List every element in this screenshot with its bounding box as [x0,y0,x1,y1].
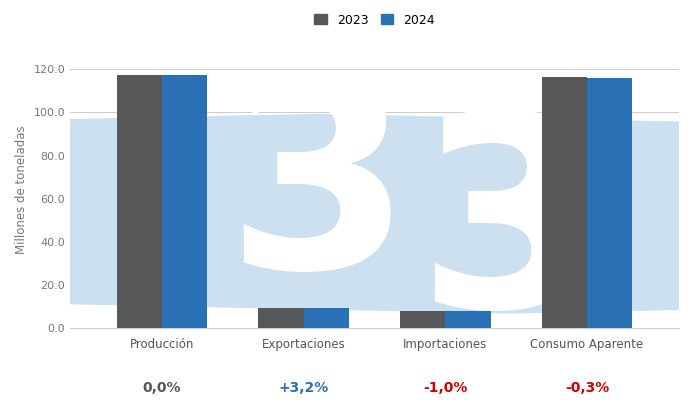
Polygon shape [0,153,700,313]
Text: -1,0%: -1,0% [423,381,468,395]
Y-axis label: Millones de toneladas: Millones de toneladas [15,126,28,254]
Bar [445,311,491,328]
Bar [400,311,445,328]
Bar [117,75,162,328]
Text: -0,3%: -0,3% [565,381,609,395]
Polygon shape [0,114,700,274]
Bar [542,77,587,328]
Bar [162,75,207,328]
Text: 0,0%: 0,0% [143,381,181,395]
Legend: 2023, 2024: 2023, 2024 [309,8,440,32]
Bar [258,308,304,328]
Text: 3: 3 [416,103,602,363]
Bar [587,78,632,328]
Bar [304,308,349,328]
Text: 3: 3 [225,64,411,324]
Text: +3,2%: +3,2% [279,381,329,395]
